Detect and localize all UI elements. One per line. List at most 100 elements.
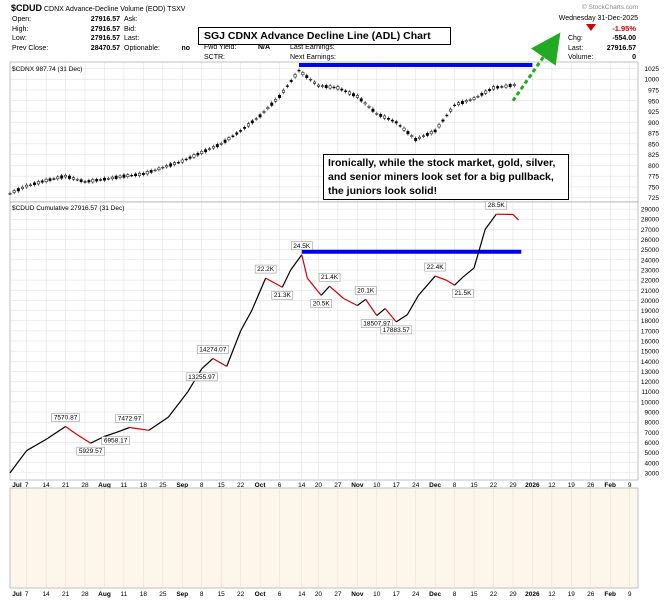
- candle-body: [68, 176, 70, 179]
- candle-body: [372, 109, 374, 111]
- adl-y-tick: 18000: [641, 318, 659, 325]
- empty-panel: [10, 488, 638, 588]
- candle-body: [364, 103, 366, 104]
- candle-body: [298, 70, 300, 71]
- adl-y-tick: 6000: [645, 440, 660, 447]
- candle-body: [434, 130, 436, 132]
- candle-body: [450, 109, 452, 111]
- adl-y-tick: 4000: [645, 460, 660, 467]
- candle-body: [142, 173, 144, 174]
- adl-y-tick: 23000: [641, 267, 659, 274]
- candle-body: [181, 160, 183, 162]
- x-tick-label: 22: [237, 591, 245, 598]
- field-label: Optionable:: [124, 44, 160, 54]
- candle-body: [383, 116, 385, 118]
- candle-body: [201, 151, 203, 153]
- candle-body: [29, 185, 31, 186]
- data-label: 28.5K: [488, 202, 506, 209]
- adl-y-tick: 25000: [641, 247, 659, 254]
- candle-body: [259, 115, 261, 117]
- candle-body: [243, 127, 245, 128]
- candle-body: [236, 133, 238, 135]
- x-tick-label: 25: [159, 591, 167, 598]
- price-y-tick: 800: [648, 163, 659, 170]
- adl-y-tick: 24000: [641, 257, 659, 264]
- candle-body: [329, 86, 331, 88]
- adl-y-tick: 14000: [641, 359, 659, 366]
- adl-y-tick: 3000: [645, 470, 660, 477]
- candle-body: [488, 89, 490, 90]
- candle-body: [286, 86, 288, 87]
- header-field-row: Volume:0: [568, 53, 636, 63]
- field-label: Prev Close:: [12, 44, 48, 54]
- header-field-row: Bid:: [124, 25, 190, 35]
- adl-y-tick: 26000: [641, 237, 659, 244]
- adl-y-ticks: 3000400050006000700080009000100001100012…: [641, 207, 659, 478]
- candle-body: [95, 179, 97, 181]
- price-y-tick: 850: [648, 141, 659, 148]
- adl-panel: 3000400050006000700080009000100001100012…: [10, 201, 659, 480]
- adl-y-tick: 11000: [641, 389, 659, 396]
- candle-body: [282, 90, 284, 92]
- candle-body: [25, 185, 27, 187]
- candle-body: [313, 82, 315, 83]
- x-tick-label: 28: [81, 591, 89, 598]
- candle-body: [45, 179, 47, 182]
- candle-body: [505, 85, 507, 87]
- candle-body: [76, 179, 78, 180]
- candle-body: [21, 187, 23, 188]
- adl-legend: $CDUD Cumulative 27916.57 (31 Dec): [12, 205, 124, 212]
- candle-body: [115, 176, 117, 179]
- field-value: 27916.57: [91, 15, 120, 25]
- candle-body: [438, 124, 440, 127]
- candle-body: [88, 180, 90, 182]
- x-tick-label: 21: [62, 591, 70, 598]
- x-tick-label: 14: [298, 591, 306, 598]
- candle-body: [92, 179, 94, 182]
- candle-body: [395, 122, 397, 124]
- candle-body: [17, 188, 19, 191]
- data-label: 7472.97: [118, 416, 142, 423]
- x-tick-label: 9: [628, 591, 632, 598]
- candle-body: [453, 105, 455, 106]
- x-tick-label: Sep: [176, 591, 188, 598]
- adl-y-tick: 16000: [641, 339, 659, 346]
- candle-body: [111, 177, 113, 179]
- symbol-description: CDNX Advance-Decline Volume (EOD) TSXV: [44, 6, 186, 13]
- empty-panel-frame: [10, 488, 638, 588]
- adl-y-tick: 15000: [641, 349, 659, 356]
- price-y-tick: 825: [648, 152, 659, 159]
- header-field-row: High:27916.57: [12, 25, 120, 35]
- candle-body: [407, 131, 409, 133]
- adl-y-tick: 12000: [641, 379, 659, 386]
- price-y-tick: 925: [648, 109, 659, 116]
- x-tick-label: 6: [278, 591, 282, 598]
- data-label: 22.2K: [257, 266, 275, 273]
- x-tick-label: 17: [393, 591, 401, 598]
- candle-body: [9, 193, 11, 194]
- x-tick-label: 20: [315, 591, 323, 598]
- x-tick-label: 14: [43, 591, 51, 598]
- candle-body: [501, 87, 503, 88]
- adl-y-tick: 27000: [641, 227, 659, 234]
- x-tick-label: Dec: [429, 591, 441, 598]
- candle-body: [485, 91, 487, 94]
- data-label: 20.5K: [313, 300, 331, 307]
- candle-body: [220, 143, 222, 144]
- candle-body: [239, 130, 241, 131]
- candle-body: [481, 93, 483, 95]
- candle-body: [208, 149, 210, 150]
- candle-body: [33, 183, 35, 185]
- x-tick-label: 27: [334, 591, 342, 598]
- candle-body: [131, 175, 133, 176]
- candle-body: [278, 95, 280, 97]
- price-legend: $CDNX 987.74 (31 Dec): [12, 66, 82, 73]
- candle-body: [442, 120, 444, 121]
- field-label: Next Earnings:: [290, 53, 336, 63]
- field-label: Low:: [12, 34, 27, 44]
- field-label: Last:: [124, 34, 139, 44]
- adl-y-tick: 22000: [641, 278, 659, 285]
